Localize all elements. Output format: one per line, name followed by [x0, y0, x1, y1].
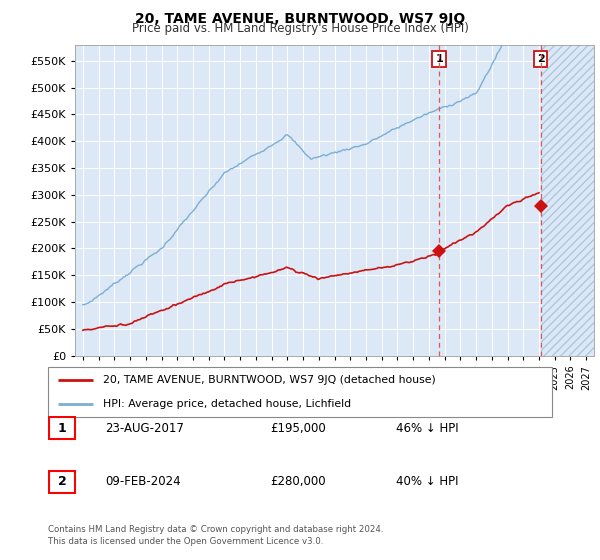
Text: 20, TAME AVENUE, BURNTWOOD, WS7 9JQ (detached house): 20, TAME AVENUE, BURNTWOOD, WS7 9JQ (det… [103, 375, 436, 385]
Text: Price paid vs. HM Land Registry's House Price Index (HPI): Price paid vs. HM Land Registry's House … [131, 22, 469, 35]
Text: 09-FEB-2024: 09-FEB-2024 [105, 475, 181, 488]
Text: £195,000: £195,000 [270, 422, 326, 435]
Text: £280,000: £280,000 [270, 475, 326, 488]
Text: 46% ↓ HPI: 46% ↓ HPI [396, 422, 458, 435]
Text: 1: 1 [58, 422, 67, 435]
FancyBboxPatch shape [49, 417, 76, 440]
Text: 2: 2 [58, 475, 67, 488]
Text: 1: 1 [435, 54, 443, 64]
Bar [541, 45, 594, 356]
Text: 20, TAME AVENUE, BURNTWOOD, WS7 9JQ: 20, TAME AVENUE, BURNTWOOD, WS7 9JQ [135, 12, 465, 26]
FancyBboxPatch shape [49, 470, 76, 493]
Text: Contains HM Land Registry data © Crown copyright and database right 2024.
This d: Contains HM Land Registry data © Crown c… [48, 525, 383, 546]
FancyBboxPatch shape [48, 367, 552, 417]
Text: 40% ↓ HPI: 40% ↓ HPI [396, 475, 458, 488]
Text: HPI: Average price, detached house, Lichfield: HPI: Average price, detached house, Lich… [103, 399, 352, 409]
Text: 23-AUG-2017: 23-AUG-2017 [105, 422, 184, 435]
Text: 2: 2 [536, 54, 544, 64]
